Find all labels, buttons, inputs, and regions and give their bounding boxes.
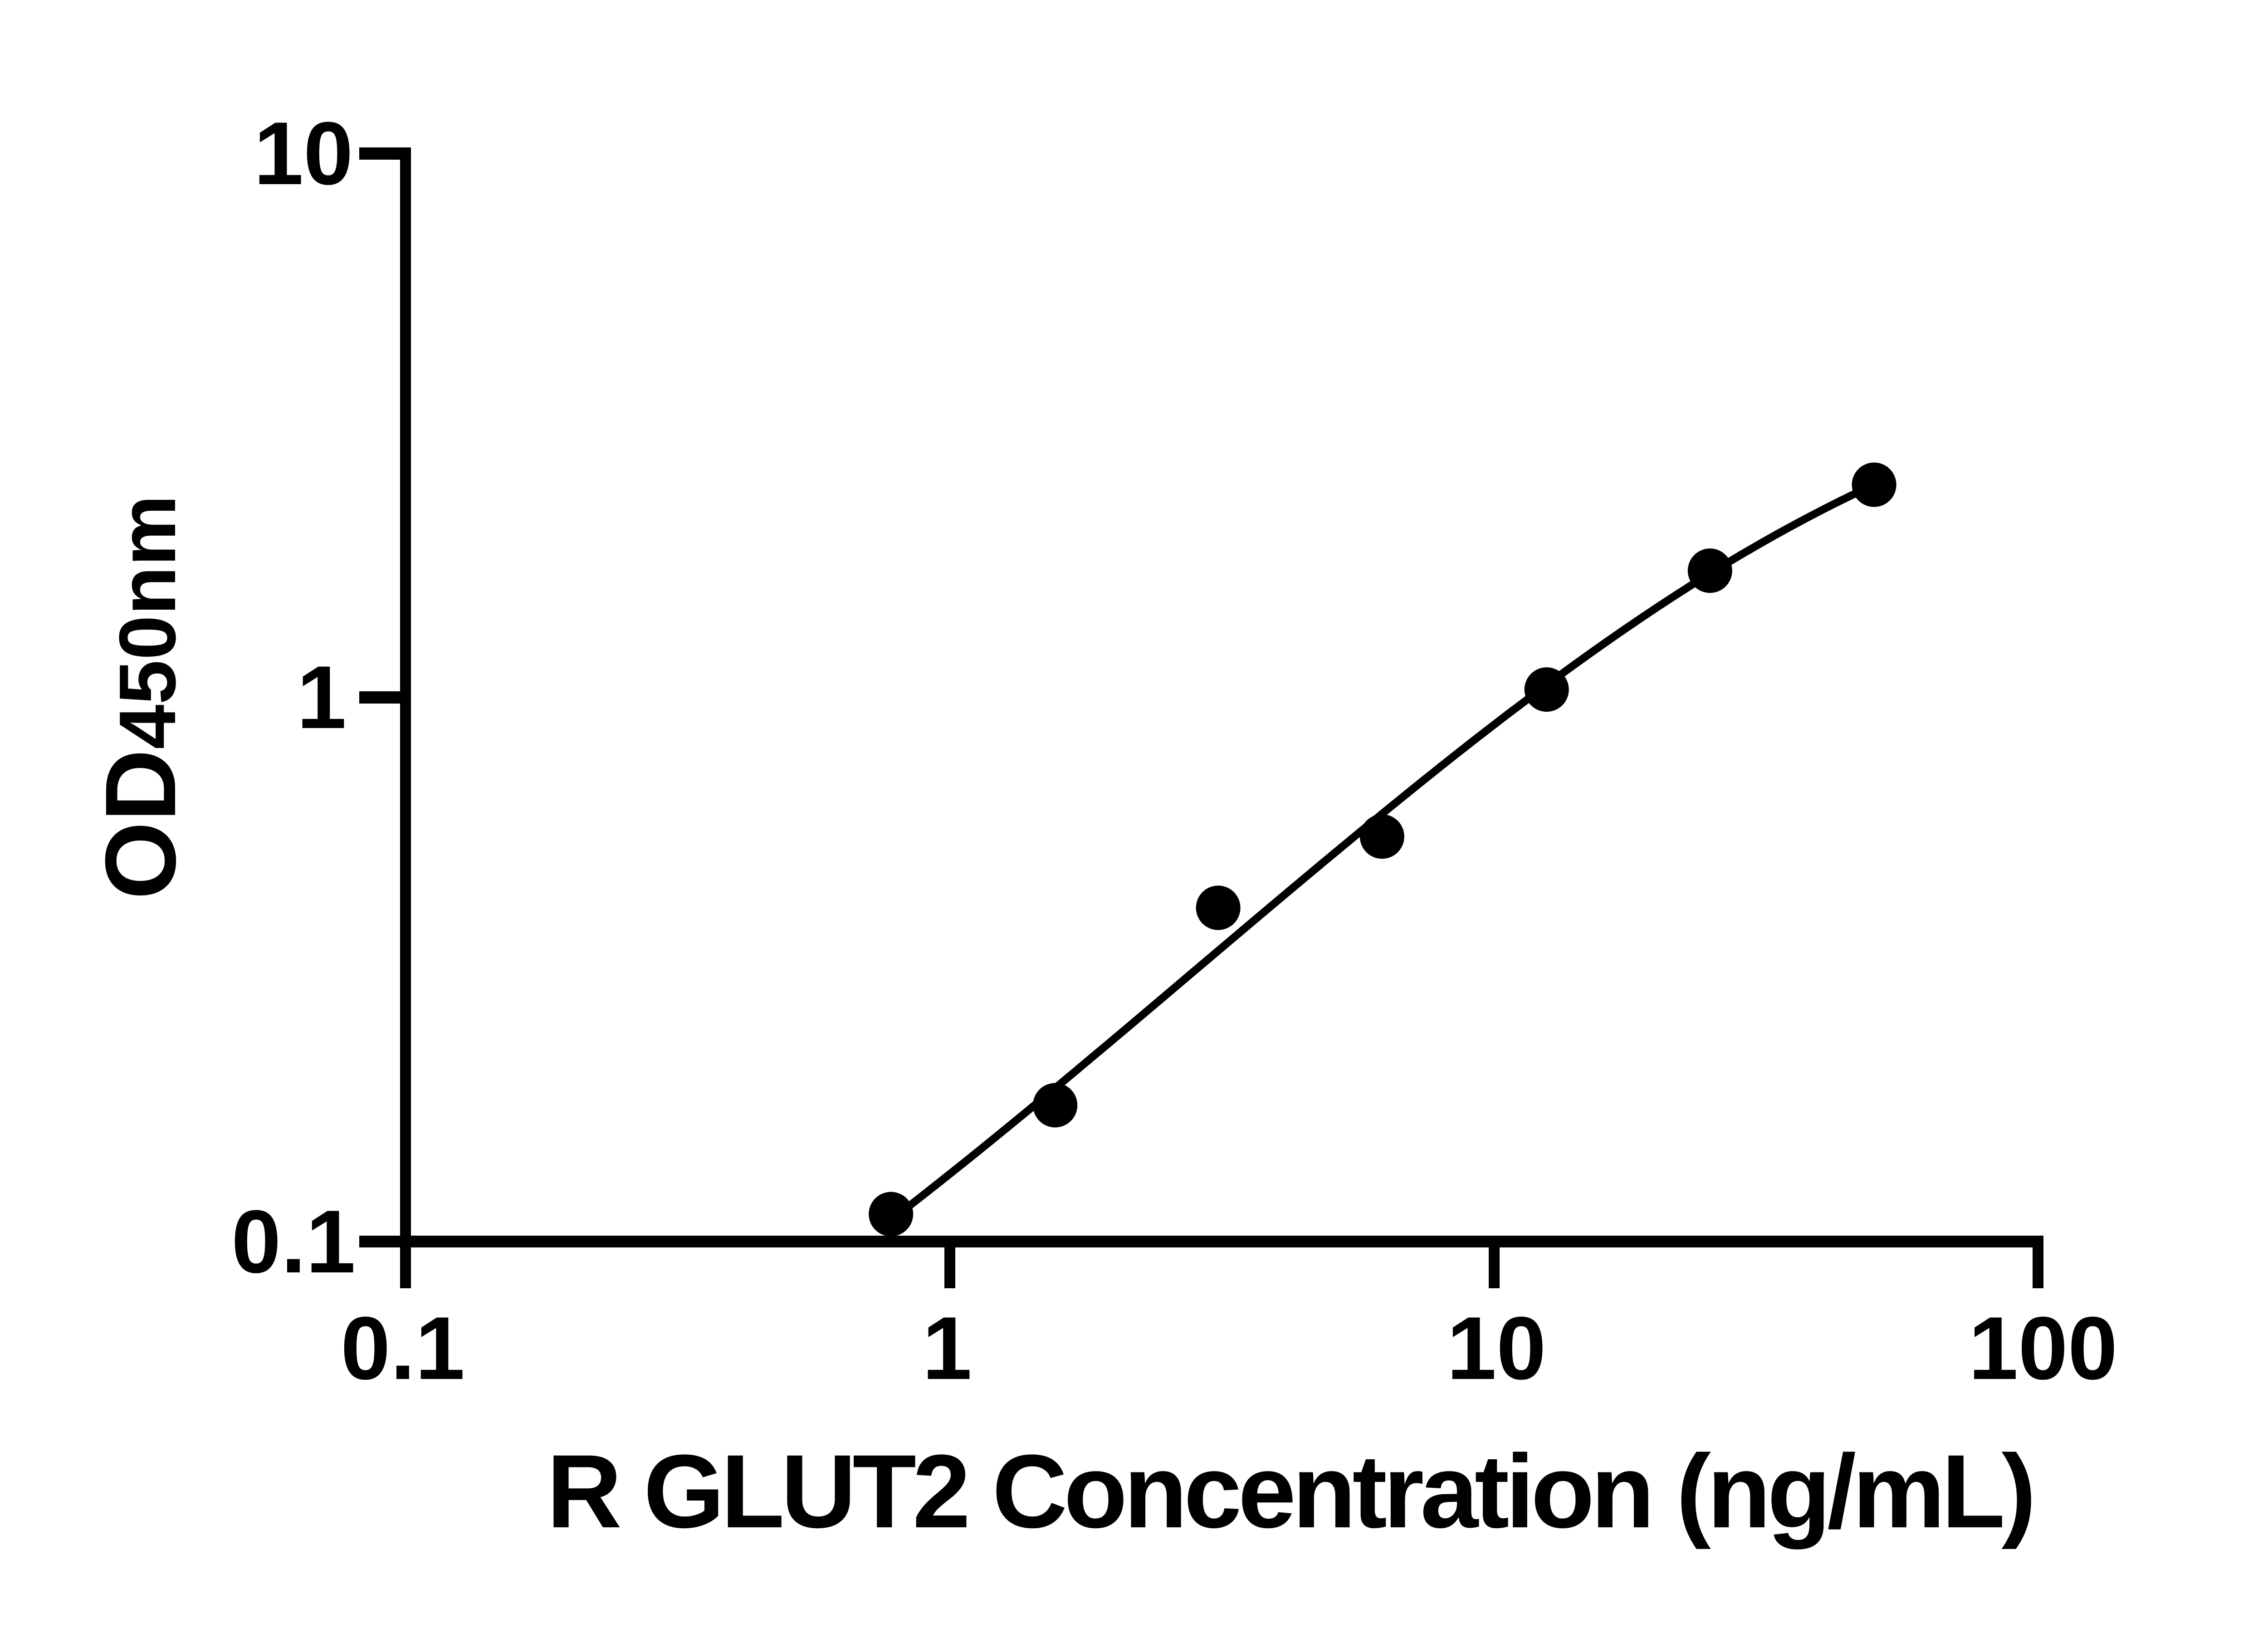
svg-text:10: 10 [254,103,353,203]
svg-text:10: 10 [1447,1298,1546,1398]
svg-text:1: 1 [297,647,347,747]
svg-text:1: 1 [922,1298,972,1398]
svg-text:R GLUT2 Concentration (ng/mL): R GLUT2 Concentration (ng/mL) [547,1433,2033,1550]
svg-text:OD450nm: OD450nm [84,495,196,900]
svg-text:0.1: 0.1 [341,1298,465,1398]
svg-text:0.1: 0.1 [231,1192,356,1291]
svg-text:100: 100 [1969,1298,2118,1398]
